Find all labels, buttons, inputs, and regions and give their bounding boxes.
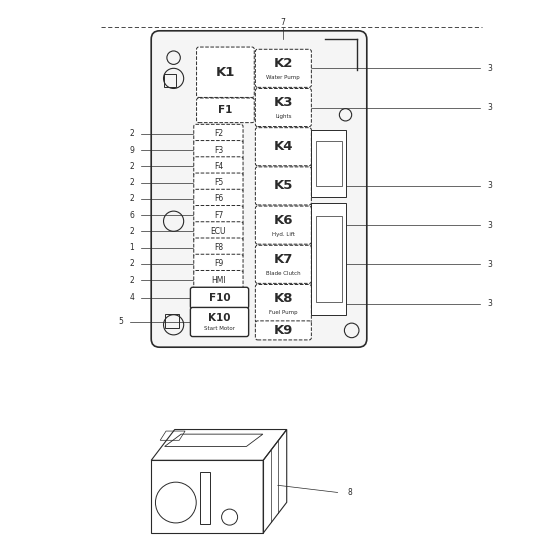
Text: 3: 3 <box>487 299 492 308</box>
Text: 2: 2 <box>130 194 134 203</box>
Text: K3: K3 <box>274 96 293 109</box>
Text: F2: F2 <box>214 129 223 138</box>
Text: Lights: Lights <box>275 114 292 119</box>
Text: Water Pump: Water Pump <box>267 75 300 80</box>
Text: 2: 2 <box>130 276 134 284</box>
Text: K6: K6 <box>274 213 293 227</box>
FancyBboxPatch shape <box>190 307 249 337</box>
Text: Blade Clutch: Blade Clutch <box>266 271 301 276</box>
Text: F8: F8 <box>214 243 223 252</box>
Text: F10: F10 <box>209 293 230 303</box>
Text: K7: K7 <box>274 253 293 266</box>
FancyBboxPatch shape <box>197 47 254 97</box>
Text: K4: K4 <box>274 140 293 153</box>
Text: Hyd. Lift: Hyd. Lift <box>272 232 295 237</box>
Text: 3: 3 <box>487 181 492 190</box>
Bar <box>164 74 176 87</box>
FancyBboxPatch shape <box>194 189 243 208</box>
FancyBboxPatch shape <box>194 124 243 143</box>
Text: 2: 2 <box>130 162 134 171</box>
FancyBboxPatch shape <box>255 245 311 283</box>
Text: F5: F5 <box>214 178 223 187</box>
Text: 9: 9 <box>129 146 134 155</box>
Text: K9: K9 <box>274 324 293 337</box>
Text: 3: 3 <box>487 64 492 73</box>
FancyBboxPatch shape <box>311 203 346 315</box>
Text: HMI: HMI <box>211 276 226 284</box>
Text: K1: K1 <box>216 66 235 79</box>
FancyBboxPatch shape <box>194 173 243 192</box>
Text: 3: 3 <box>487 103 492 112</box>
FancyBboxPatch shape <box>151 31 367 347</box>
FancyBboxPatch shape <box>194 206 243 225</box>
FancyBboxPatch shape <box>255 284 311 323</box>
FancyBboxPatch shape <box>255 88 311 127</box>
Text: K5: K5 <box>274 179 293 193</box>
FancyBboxPatch shape <box>255 206 311 244</box>
Text: F7: F7 <box>214 211 223 220</box>
Text: K10: K10 <box>208 313 231 323</box>
FancyBboxPatch shape <box>190 287 249 309</box>
Bar <box>200 472 210 524</box>
Text: 8: 8 <box>347 488 352 497</box>
Text: K8: K8 <box>274 292 293 305</box>
Text: F1: F1 <box>218 105 232 115</box>
Text: F6: F6 <box>214 194 223 203</box>
FancyBboxPatch shape <box>194 141 243 160</box>
FancyBboxPatch shape <box>311 130 346 197</box>
Text: 2: 2 <box>130 227 134 236</box>
FancyBboxPatch shape <box>255 128 311 166</box>
Text: 3: 3 <box>487 260 492 269</box>
Text: Start Motor: Start Motor <box>204 326 235 332</box>
FancyBboxPatch shape <box>197 98 254 123</box>
Text: F9: F9 <box>214 259 223 268</box>
FancyBboxPatch shape <box>194 270 243 290</box>
FancyBboxPatch shape <box>194 222 243 241</box>
Text: Fuel Pump: Fuel Pump <box>269 310 298 315</box>
Text: F3: F3 <box>214 146 223 155</box>
Text: F4: F4 <box>214 162 223 171</box>
Text: 1: 1 <box>130 243 134 252</box>
Text: 5: 5 <box>118 318 123 326</box>
Text: 4: 4 <box>129 293 134 302</box>
FancyBboxPatch shape <box>194 238 243 257</box>
FancyBboxPatch shape <box>194 157 243 176</box>
Text: 6: 6 <box>129 211 134 220</box>
Bar <box>316 216 342 302</box>
Text: 2: 2 <box>130 178 134 187</box>
Bar <box>316 141 342 186</box>
Text: 7: 7 <box>281 18 285 27</box>
Text: 3: 3 <box>487 221 492 230</box>
FancyBboxPatch shape <box>194 254 243 273</box>
Text: 2: 2 <box>130 259 134 268</box>
FancyBboxPatch shape <box>255 49 311 87</box>
FancyBboxPatch shape <box>255 321 311 340</box>
FancyBboxPatch shape <box>255 167 311 205</box>
Text: ECU: ECU <box>211 227 226 236</box>
Bar <box>165 314 179 328</box>
Text: 2: 2 <box>130 129 134 138</box>
Text: K2: K2 <box>274 57 293 70</box>
